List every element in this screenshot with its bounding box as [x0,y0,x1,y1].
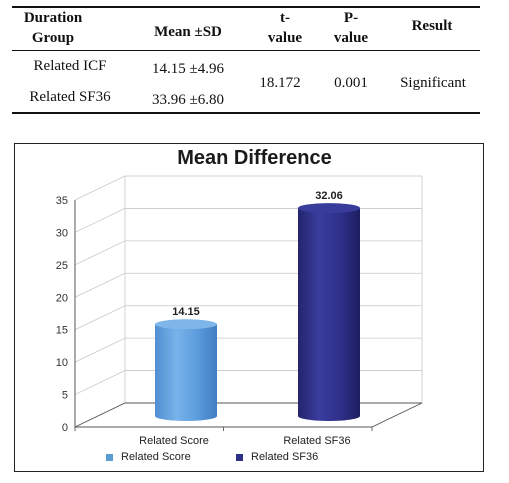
gridline-10 [74,337,422,363]
p-value-cell: 0.001 [334,75,368,91]
gridline-35 [74,175,422,201]
bar-value-label-0: 14.15 [172,306,200,318]
bar-body-0 [155,324,217,421]
header-duration-group: Duration Group [18,8,88,48]
header-duration-line1: Duration [23,10,83,26]
chart-floor [74,402,423,428]
gridline-20 [74,272,422,298]
gridline-15 [74,305,422,331]
bar-value-label-1: 32.06 [315,190,343,202]
bar-top-1 [298,203,360,214]
table-mid-rule [12,50,480,51]
statistics-table: Duration Group Mean ±SD t- value P- valu… [12,6,480,114]
gridline-25 [74,240,422,266]
header-p-line2: value [333,30,369,46]
row-group-related-icf: Related ICF [33,58,107,74]
chart-legend: Related Score Related SF36 [0,451,509,469]
legend-swatch-related-sf36 [236,453,243,461]
legend-label-related-sf36: Related SF36 [251,451,319,463]
t-value-cell: 18.172 [259,75,301,91]
header-p-value: P- value [324,8,378,48]
y-tick-label-20: 20 [56,292,68,304]
header-t-line1: t- [280,10,290,26]
header-mean-sd: Mean ±SD [154,24,222,40]
y-tick-label-0: 0 [62,422,68,434]
y-tick-label-35: 35 [56,195,68,207]
y-tick-label-15: 15 [56,325,68,337]
bar-top-0 [155,319,217,330]
legend-item-related-score: Related Score [106,451,191,463]
x-category-label-1: Related SF36 [283,435,350,447]
table-bottom-rule [12,112,480,114]
header-t-value: t- value [258,8,312,48]
row-mean-related-sf36: 33.96 ±6.80 [152,92,224,108]
header-t-line2: value [267,30,303,46]
row-group-related-sf36: Related SF36 [29,89,111,105]
row-mean-related-icf: 14.15 ±4.96 [152,61,224,77]
legend-swatch-related-score [106,453,113,461]
header-duration-line2: Group [31,30,75,46]
y-tick-label-30: 30 [56,227,68,239]
y-tick-label-10: 10 [56,357,68,369]
chart-title: Mean Difference [177,147,332,169]
result-cell: Significant [400,75,466,91]
table-top-rule [12,6,480,8]
header-p-line1: P- [343,10,359,26]
header-result: Result [411,18,453,34]
bar-body-1 [298,208,360,421]
gridline-5 [74,370,422,395]
legend-label-related-score: Related Score [121,451,191,463]
gridline-30 [74,208,422,233]
x-category-label-0: Related Score [139,435,209,447]
y-tick-label-5: 5 [62,390,68,402]
y-tick-label-25: 25 [56,260,68,272]
legend-item-related-sf36: Related SF36 [236,451,318,463]
